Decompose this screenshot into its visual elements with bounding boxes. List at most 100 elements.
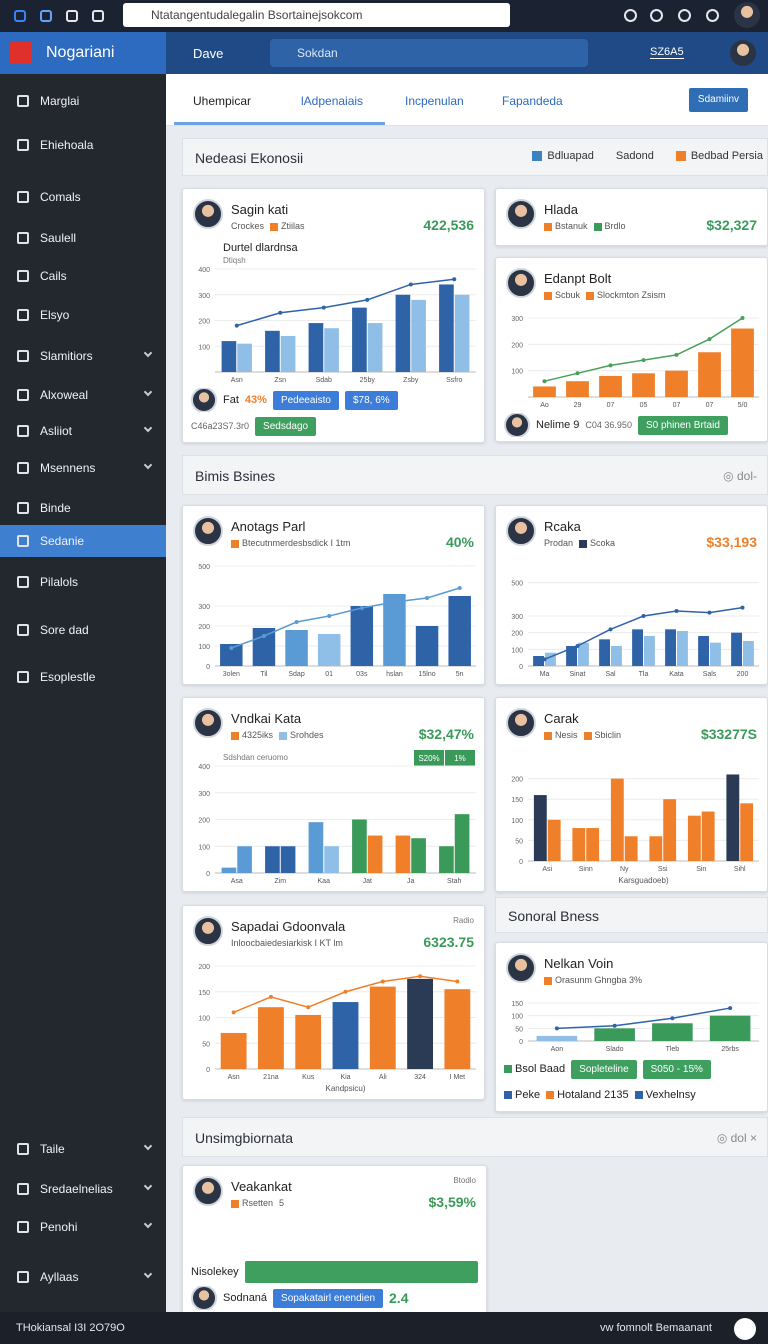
browser-icon[interactable] [14,10,26,22]
card-value: $32,47% [418,726,474,742]
sidebar-item[interactable]: Taile [0,1133,166,1165]
row-text: Nisolekey [191,1266,239,1278]
tab[interactable]: Fapandeda [502,94,563,108]
legend-item[interactable]: Bdluapad [532,150,594,162]
footer-icon[interactable] [734,1318,756,1340]
sidebar-item[interactable]: Sore dad [0,614,166,646]
sidebar-item[interactable]: Marglai [0,85,166,117]
x-tick-label: Asi [542,866,552,873]
y-tick-label: 300 [511,614,523,621]
bar [726,774,740,861]
button[interactable]: Sedsdago [255,416,317,436]
sidebar-item[interactable]: Esoplestle [0,661,166,693]
select[interactable] [244,1261,478,1283]
legend: Bdluapad Sadond Bedbad Persia [532,150,767,162]
browser-icon[interactable] [706,9,719,22]
tag-text: Srohdes [290,730,324,740]
sidebar-item[interactable]: Comals [0,181,166,213]
text: Sedsdago [263,420,309,432]
x-tick-label: Sdab [316,377,332,384]
browser-icon[interactable] [624,9,637,22]
chart: 0 50 100 150 Aon Slado Tleb 25rbs [511,1001,759,1053]
line-point [728,1006,733,1011]
tag-text: Inloocbaiedesiarkisk I KT lm [231,938,343,948]
button[interactable]: Pedeeaisto [272,390,339,410]
tag-swatch [544,222,552,231]
sidebar-item[interactable]: Penohi [0,1211,166,1243]
row-text: Peke [504,1089,540,1101]
tab[interactable]: Uhempicar [193,94,252,108]
y-tick-label: 100 [511,369,523,376]
sidebar-item[interactable]: Cails [0,260,166,292]
y-tick-label: 300 [511,316,523,323]
tab-bar [166,74,768,126]
status[interactable]: SZ6A5 [650,46,684,59]
bar [566,646,577,666]
sidebar-item[interactable]: Pilalols [0,566,166,598]
tag: Scoka [579,538,615,548]
sidebar-item[interactable]: Msennens [0,452,166,484]
line-point [268,994,273,999]
sidebar-item[interactable]: Binde [0,492,166,524]
sidebar-icon [17,350,29,362]
sidebar-item[interactable]: Ehiehoala [0,129,166,161]
browser-icon[interactable] [650,9,663,22]
sidebar-item[interactable]: Slamitiors [0,340,166,372]
sidebar-item[interactable]: Sredaelnelias [0,1173,166,1205]
button[interactable]: Sopleteline [571,1059,637,1079]
x-tick-label: 03s [356,671,368,678]
tag-text: Scoka [590,538,616,548]
legend-item[interactable]: Bedbad Persia [675,150,763,162]
bar [536,1035,578,1041]
card-value: $3,59% [428,1194,476,1210]
tab[interactable]: Incpenulan [405,94,464,108]
sidebar-item[interactable]: Saulell [0,222,166,254]
sidebar-item[interactable]: Alxoweal [0,379,166,411]
x-tick-label: Zsby [403,377,419,384]
y-tick-label: 300 [198,791,210,798]
tag-swatch [544,291,552,300]
button[interactable]: S050 - 15% [642,1059,711,1079]
button[interactable]: Sopakatairl enendien [273,1288,384,1308]
y-tick-label: 200 [198,319,210,326]
tag-swatch [583,731,592,740]
text: Bsol Baad [515,1063,566,1075]
card-tags: Prodan Scoka [544,538,615,548]
x-tick-label: Sdap [288,671,304,678]
bar [547,819,561,861]
browser-icon[interactable] [66,10,78,22]
url-box[interactable]: Ntatangentudalegalin Bsortainejsokcom [123,3,510,27]
card-value: 422,536 [423,217,474,233]
y-tick-label: 300 [198,293,210,300]
button[interactable]: S0 phinen Brtaid [637,415,728,435]
legend-item[interactable]: Sadond [616,150,654,162]
sidebar-item[interactable]: Elsyo [0,299,166,331]
sidebar-item[interactable]: Ayllaas [0,1261,166,1293]
tag-swatch [579,539,588,548]
bar [578,642,589,666]
sidebar-item[interactable]: Asliiot [0,415,166,447]
x-tick-label: I Met [450,1074,466,1081]
tab[interactable]: lAdpenaiais [301,94,364,108]
section-action[interactable]: ◎ dol- [723,469,757,483]
row-text: Vexhelnsy [634,1089,696,1101]
tab-button[interactable]: Sdamiinv [689,88,748,112]
tag-text: Brdlo [604,221,626,231]
sidebar-icon [17,671,29,683]
card-value: 6323.75 [423,934,474,950]
browser-icon[interactable] [92,10,104,22]
user-menu[interactable]: Dave [193,46,224,61]
button[interactable]: $78, 6% [344,390,398,410]
bar [324,328,339,372]
search-box[interactable] [270,39,588,67]
browser-icon[interactable] [678,9,691,22]
x-tick-label: 5n [456,671,464,678]
avatar [506,708,536,738]
section-action[interactable]: ◎ dol × [716,1131,757,1145]
avatar [193,708,223,738]
x-tick-label: 3olen [223,671,240,678]
y-tick-label: 500 [511,581,523,588]
chevron [143,423,153,433]
sidebar-item[interactable]: Sedanie [0,525,166,557]
browser-icon[interactable] [40,10,52,22]
